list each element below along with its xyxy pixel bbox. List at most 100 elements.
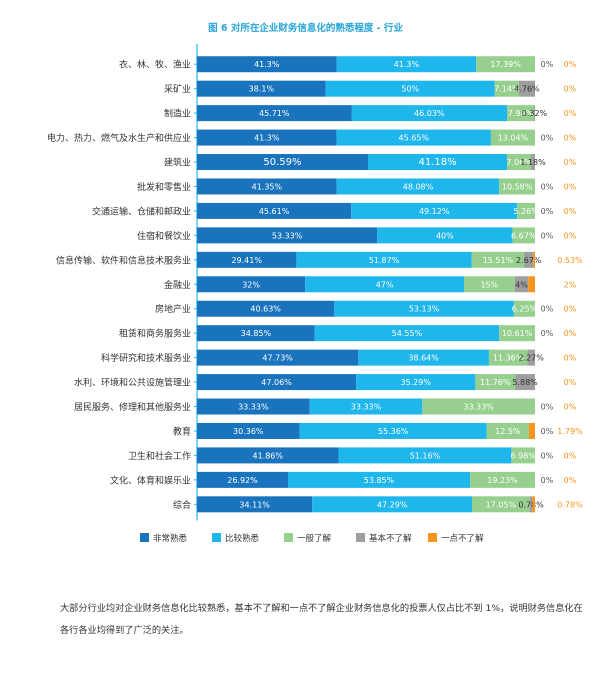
bar-segment: [517, 202, 535, 219]
bar-segment: [488, 349, 528, 366]
bar-segment: [197, 251, 297, 268]
bar-segment: [470, 471, 535, 488]
category-label: 租赁和商务服务业: [119, 328, 191, 340]
data-label: 47.06%: [261, 378, 292, 387]
bar-segment: [197, 325, 315, 342]
bar-segment: [197, 129, 337, 146]
legend-item: 一般了解: [284, 533, 331, 545]
bar-segment: [312, 496, 473, 513]
data-label: 1.18%: [520, 158, 546, 167]
data-label: 0%: [564, 305, 577, 314]
data-label: 0%: [541, 329, 554, 338]
bar-segment: [422, 398, 535, 415]
bar-segment: [475, 374, 516, 391]
data-label: 10.61%: [502, 329, 533, 338]
data-label: 7.14%: [494, 85, 520, 94]
data-label: 47.29%: [377, 500, 408, 509]
data-label: 48.08%: [403, 182, 434, 191]
data-label: 41.18%: [418, 157, 456, 168]
data-label: 1.79%: [557, 427, 583, 436]
data-label: 54.55%: [392, 329, 423, 338]
data-label: 4.76%: [514, 85, 540, 94]
bar-segment: [513, 300, 535, 317]
legend-swatch: [140, 533, 149, 542]
bar-segment: [197, 202, 352, 219]
data-label: 0%: [564, 109, 577, 118]
data-label: 0%: [564, 378, 577, 387]
data-label: 0%: [564, 451, 577, 460]
bar-segment: [197, 374, 357, 391]
category-label: 居民服务、修理和其他服务业: [74, 401, 191, 413]
data-label: 13.04%: [498, 134, 529, 143]
data-label: 40%: [436, 231, 454, 240]
bar-segment: [197, 105, 352, 122]
bar-segment: [197, 398, 310, 415]
bar-segment: [476, 56, 535, 73]
data-label: 45.61%: [259, 207, 290, 216]
data-label: 0%: [541, 427, 554, 436]
category-label: 住宿和餐饮业: [137, 230, 191, 242]
bar-segment: [305, 276, 465, 293]
data-label: 6.25%: [512, 305, 538, 314]
data-label: 0%: [541, 231, 554, 240]
bar-segment: [515, 374, 535, 391]
data-label: 7.94%: [508, 109, 534, 118]
data-label: 38.1%: [249, 85, 275, 94]
bar-segment: [336, 178, 500, 195]
data-label: 46.03%: [414, 109, 445, 118]
data-label: 17.05%: [486, 500, 517, 509]
bar-segment: [351, 202, 518, 219]
data-label: 19.23%: [487, 476, 518, 485]
bar-segment: [309, 398, 423, 415]
bar-segment: [197, 471, 288, 488]
data-label: 41.3%: [394, 60, 420, 69]
data-label: 5.88%: [512, 378, 538, 387]
data-label: 50.59%: [263, 157, 301, 168]
bar-segment: [314, 325, 500, 342]
bar-segment: [528, 422, 535, 439]
bar-segment: [464, 276, 515, 293]
data-label: 29.41%: [231, 256, 262, 265]
bar-segment: [532, 496, 535, 513]
legend-item: 基本不了解: [356, 533, 412, 545]
bar-segment: [338, 447, 512, 464]
bar-segment: [490, 129, 535, 146]
data-label: 0.53%: [557, 256, 583, 265]
bar-segment: [514, 276, 529, 293]
data-label: 45.65%: [399, 134, 430, 143]
data-label: 34.11%: [239, 500, 270, 509]
data-label: 0%: [564, 231, 577, 240]
bar-segment: [511, 447, 535, 464]
bar-segment: [197, 56, 337, 73]
category-label: 信息传输、软件和信息技术服务业: [56, 254, 191, 266]
category-label: 采矿业: [164, 83, 191, 95]
data-label: 10.58%: [502, 182, 533, 191]
bar-segment: [197, 300, 335, 317]
legend-item: 一点不了解: [428, 533, 484, 545]
legend-item: 非常熟悉: [140, 533, 187, 545]
category-label: 文化、体育和娱乐业: [110, 474, 191, 486]
data-label: 32%: [242, 280, 260, 289]
data-label: 47.73%: [262, 354, 293, 363]
data-label: 0%: [564, 476, 577, 485]
data-label: 33.33%: [351, 403, 382, 412]
bar-segment: [325, 80, 495, 97]
data-label: 33.33%: [463, 403, 494, 412]
data-label: 0.32%: [522, 109, 548, 118]
bar-segment: [524, 251, 534, 268]
bar-segment: [197, 276, 306, 293]
data-label: 0%: [541, 182, 554, 191]
legend-label: 一点不了解: [441, 534, 484, 544]
data-label: 49.12%: [419, 207, 450, 216]
data-label: 0%: [541, 451, 554, 460]
category-label: 制造业: [164, 108, 191, 120]
legend-item: 比较熟悉: [212, 533, 259, 545]
data-label: 7.06%: [506, 158, 532, 167]
data-label: 6.67%: [511, 231, 537, 240]
data-label: 34.85%: [241, 329, 272, 338]
category-label: 卫生和社会工作: [128, 450, 191, 462]
data-label: 0%: [541, 476, 554, 485]
data-label: 30.36%: [233, 427, 264, 436]
data-label: 0.78%: [557, 500, 583, 509]
data-label: 11.76%: [480, 378, 511, 387]
